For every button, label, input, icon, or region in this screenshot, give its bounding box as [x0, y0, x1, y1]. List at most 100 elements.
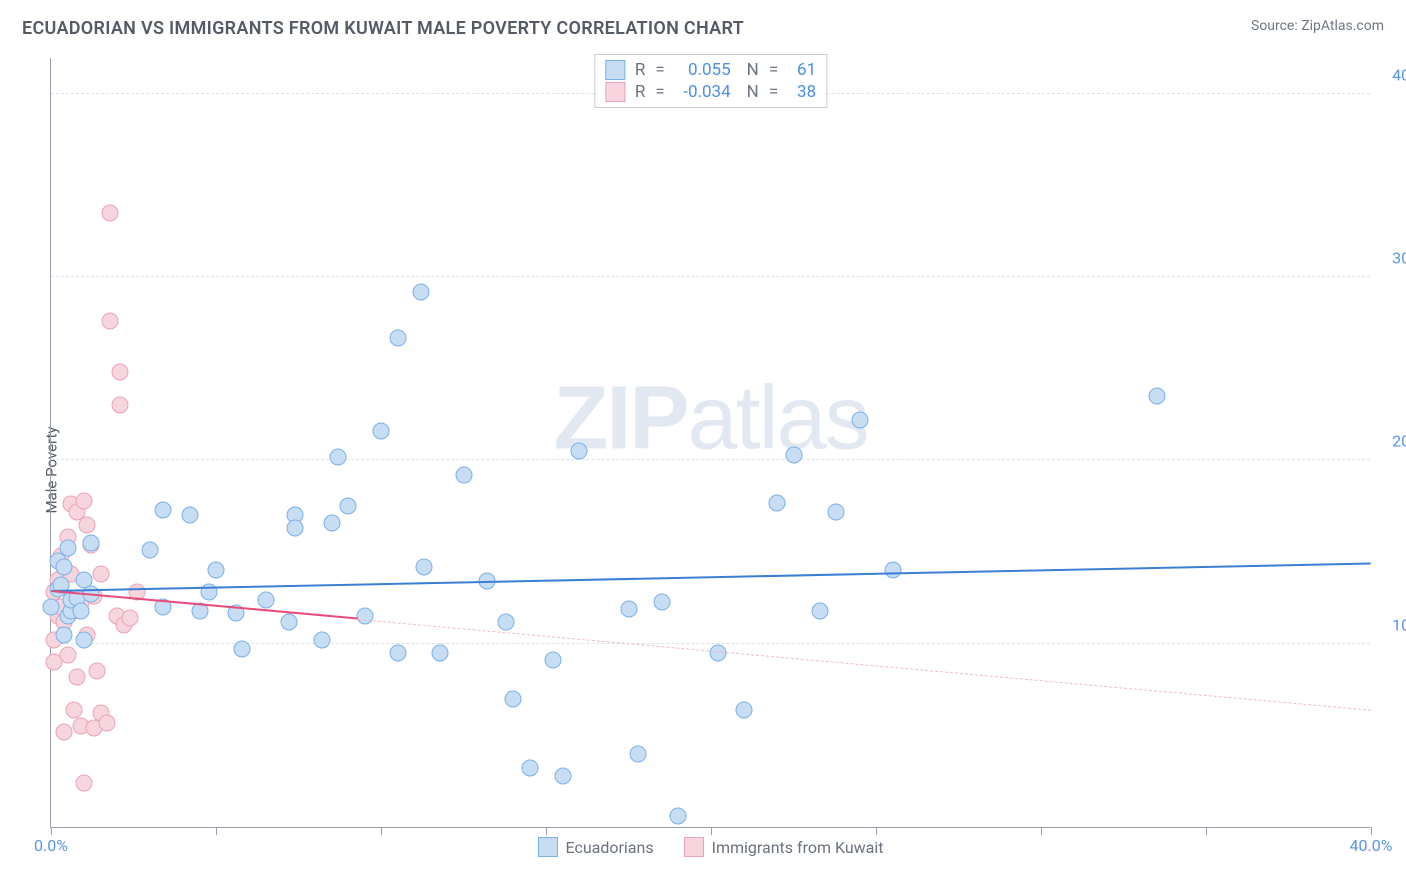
scatter-point [181, 507, 198, 524]
equals-sign: = [769, 60, 778, 80]
scatter-point [498, 613, 515, 630]
source-prefix: Source: [1251, 18, 1301, 34]
legend-stats-row: R=-0.034N=38 [605, 81, 816, 103]
scatter-point [46, 632, 63, 649]
scatter-point [49, 571, 66, 588]
r-label: R [635, 60, 645, 80]
scatter-point [554, 767, 571, 784]
legend-item: Immigrants from Kuwait [684, 837, 884, 857]
r-label: R [635, 82, 645, 102]
n-label: N [747, 82, 759, 102]
chart-container: Male Poverty ZIPatlas 10.0%20.0%30.0%40.… [0, 48, 1406, 892]
scatter-point [412, 283, 429, 300]
scatter-point [280, 613, 297, 630]
scatter-point [69, 503, 86, 520]
scatter-point [112, 397, 129, 414]
scatter-point [653, 593, 670, 610]
scatter-point [373, 423, 390, 440]
n-value: 38 [788, 82, 816, 102]
scatter-point [62, 566, 79, 583]
xtick [1041, 827, 1042, 835]
legend-swatch [684, 837, 704, 857]
trend-line [358, 619, 1371, 711]
watermark-light: atlas [687, 369, 867, 469]
scatter-point [102, 204, 119, 221]
scatter-point [56, 626, 73, 643]
r-value: 0.055 [675, 60, 731, 80]
gridline-h [51, 643, 1370, 644]
scatter-point [142, 542, 159, 559]
trend-line [51, 563, 1371, 592]
scatter-point [49, 580, 66, 597]
scatter-point [851, 412, 868, 429]
scatter-point [109, 608, 126, 625]
scatter-point [49, 608, 66, 625]
scatter-point [56, 558, 73, 575]
scatter-point [571, 443, 588, 460]
scatter-point [85, 720, 102, 737]
legend-item: Ecuadorians [538, 837, 654, 857]
ytick-label: 40.0% [1375, 65, 1406, 84]
chart-title: ECUADORIAN VS IMMIGRANTS FROM KUWAIT MAL… [22, 18, 744, 39]
scatter-point [455, 467, 472, 484]
scatter-point [76, 632, 93, 649]
scatter-point [828, 503, 845, 520]
watermark: ZIPatlas [553, 368, 867, 471]
scatter-point [1148, 388, 1165, 405]
scatter-point [89, 663, 106, 680]
equals-sign: = [655, 60, 664, 80]
legend-label: Ecuadorians [566, 838, 654, 857]
scatter-point [811, 602, 828, 619]
scatter-point [884, 562, 901, 579]
scatter-point [521, 760, 538, 777]
xtick [381, 827, 382, 835]
scatter-point [66, 602, 83, 619]
scatter-point [323, 514, 340, 531]
scatter-point [736, 701, 753, 718]
scatter-point [46, 654, 63, 671]
scatter-point [76, 571, 93, 588]
scatter-point [102, 313, 119, 330]
scatter-point [620, 600, 637, 617]
legend-swatch [605, 60, 625, 80]
scatter-point [330, 448, 347, 465]
watermark-bold: ZIP [553, 369, 687, 469]
scatter-point [287, 520, 304, 537]
scatter-point [544, 652, 561, 669]
xtick [1371, 827, 1372, 835]
scatter-point [92, 705, 109, 722]
legend-swatch [538, 837, 558, 857]
scatter-point [52, 599, 69, 616]
legend-stats-row: R=0.055N=61 [605, 59, 816, 81]
scatter-point [79, 516, 96, 533]
scatter-point [389, 644, 406, 661]
scatter-point [66, 701, 83, 718]
scatter-point [769, 494, 786, 511]
scatter-point [115, 617, 132, 634]
xtick-label: 0.0% [34, 836, 68, 855]
legend-label: Immigrants from Kuwait [712, 838, 884, 857]
legend-stats: R=0.055N=61R=-0.034N=38 [594, 54, 827, 108]
scatter-point [92, 566, 109, 583]
xtick [51, 827, 52, 835]
plot-area: ZIPatlas 10.0%20.0%30.0%40.0%0.0%40.0%R=… [50, 58, 1370, 828]
xtick-label: 40.0% [1350, 836, 1393, 855]
scatter-point [76, 775, 93, 792]
scatter-point [62, 602, 79, 619]
scatter-point [208, 562, 225, 579]
n-label: N [747, 60, 759, 80]
legend-series: Ecuadorians Immigrants from Kuwait [538, 837, 884, 857]
scatter-point [62, 496, 79, 513]
scatter-point [340, 498, 357, 515]
scatter-point [630, 745, 647, 762]
scatter-point [72, 595, 89, 612]
scatter-point [76, 492, 93, 509]
scatter-point [122, 610, 139, 627]
scatter-point [356, 608, 373, 625]
scatter-point [257, 591, 274, 608]
scatter-point [505, 690, 522, 707]
gridline-h [51, 276, 1370, 277]
xtick [711, 827, 712, 835]
scatter-point [59, 529, 76, 546]
trend-line [51, 590, 358, 619]
